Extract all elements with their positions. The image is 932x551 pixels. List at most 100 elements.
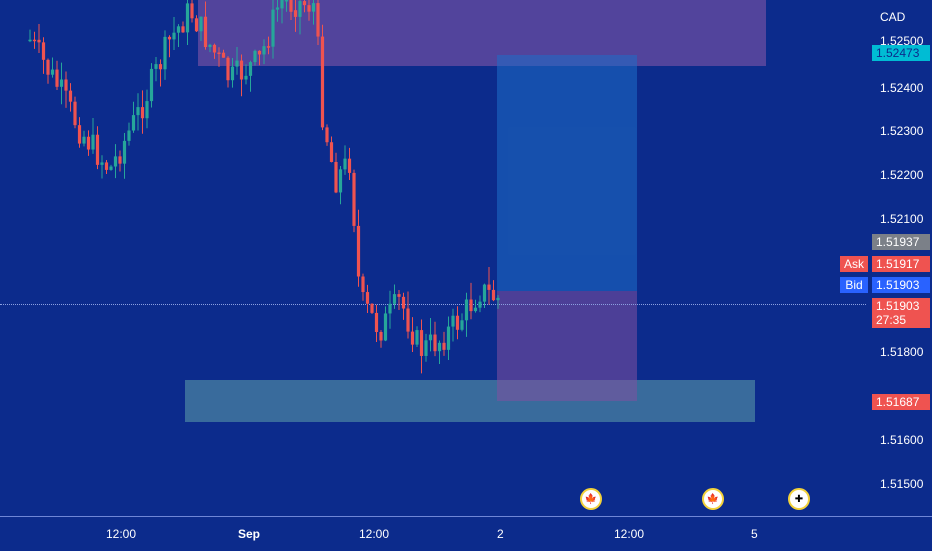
canada-flag-icon[interactable]: 🍁 [702, 488, 724, 510]
candle-body [163, 36, 167, 70]
time-label: 5 [751, 527, 758, 541]
last-price: 1.51903 [876, 299, 920, 313]
candle-body [325, 127, 329, 143]
candle-body [446, 326, 451, 350]
candle-body [347, 158, 352, 173]
candle-body [460, 320, 464, 330]
price-tick: 1.52300 [880, 124, 924, 138]
price-axis[interactable]: CAD 1.52500 1.52400 1.52300 1.52200 1.52… [866, 0, 932, 516]
candle-body [262, 46, 266, 55]
candle-body [68, 90, 73, 102]
price-tick: 1.51600 [880, 433, 924, 447]
candle-body [433, 334, 437, 352]
candle-body [469, 299, 473, 312]
target-zone[interactable] [497, 55, 637, 291]
candle-body [374, 312, 379, 332]
chart-area[interactable]: 🍁 🍁 ✚ [0, 0, 866, 516]
candle-body [91, 134, 95, 150]
candle-body [383, 313, 388, 341]
uk-flag-icon[interactable]: ✚ [788, 488, 810, 510]
candle-body [167, 36, 172, 40]
candle-body [293, 10, 298, 17]
candle-body [122, 140, 127, 164]
price-tick: 1.51500 [880, 477, 924, 491]
high-price-tag: 1.51937 [872, 234, 930, 250]
candle-body [82, 136, 86, 144]
candle-body [406, 308, 410, 332]
candle-body [149, 68, 154, 102]
currency-label: CAD [880, 10, 906, 24]
candle-body [316, 3, 320, 37]
canada-flag-icon[interactable]: 🍁 [580, 488, 602, 510]
candle-body [194, 18, 199, 32]
candle-body [217, 52, 221, 55]
candle-body [127, 130, 131, 141]
candle-body [203, 16, 208, 48]
candle-body [140, 107, 145, 119]
candle-body [32, 39, 37, 42]
candle-body [131, 115, 136, 131]
candle-body [221, 52, 226, 58]
candle-body [284, 0, 289, 2]
candle-body [464, 299, 469, 321]
candle-body [257, 50, 262, 55]
candle-body [424, 340, 428, 356]
demand-zone[interactable] [185, 380, 755, 422]
candle-body [172, 32, 176, 40]
candle-body [307, 5, 311, 12]
candle-body [491, 289, 496, 301]
candle-body [280, 0, 284, 9]
candle-body [199, 16, 203, 32]
current-price-line [0, 304, 866, 305]
candle-body [212, 44, 217, 53]
last-price-tag: 1.51903 27:35 [872, 298, 930, 328]
candle-body [181, 26, 185, 33]
candle-body [100, 162, 104, 165]
candle-body [442, 342, 446, 350]
price-tick: 1.52200 [880, 168, 924, 182]
ask-price-tag: 1.51917 [872, 256, 930, 272]
candle-body [77, 125, 82, 144]
time-axis[interactable]: 12:00 Sep 12:00 2 12:00 5 [0, 516, 932, 551]
candle-body [451, 315, 455, 327]
candle-body [41, 42, 46, 60]
supply-zone[interactable] [198, 0, 766, 66]
price-tick: 1.52100 [880, 212, 924, 226]
candle-body [266, 46, 271, 48]
candle-body [55, 69, 59, 87]
candle-body [329, 142, 334, 162]
candle-body [320, 36, 325, 128]
candle-body [478, 301, 482, 308]
stop-zone[interactable] [497, 291, 637, 401]
candle-body [37, 39, 41, 43]
candle-body [50, 69, 55, 75]
candle-body [401, 296, 406, 309]
candle-body [437, 342, 442, 352]
time-label: 12:00 [106, 527, 137, 541]
price-tick: 1.51800 [880, 345, 924, 359]
candle-body [298, 1, 302, 17]
candle-body [230, 66, 235, 81]
candle-body [334, 161, 338, 193]
candle-body [361, 276, 365, 293]
time-label: 2 [497, 527, 504, 541]
candlestick-series [28, 0, 500, 374]
candle-body [343, 158, 347, 170]
candle-body [239, 60, 244, 80]
candle-body [496, 297, 500, 301]
candle-body [226, 57, 230, 81]
candle-body [419, 330, 424, 356]
ask-label: Ask [840, 256, 868, 272]
candle-body [311, 3, 316, 12]
candle-body [370, 303, 374, 313]
resistance-price-tag: 1.52473 [872, 45, 930, 61]
candle-body [95, 134, 100, 165]
candle-body [410, 331, 415, 345]
candle-body [388, 303, 392, 314]
candle-body [352, 172, 356, 226]
candle-body [248, 62, 253, 76]
candle-body [86, 136, 91, 150]
time-label: 12:00 [614, 527, 645, 541]
candle-body [356, 225, 361, 277]
bid-label: Bid [840, 277, 868, 293]
